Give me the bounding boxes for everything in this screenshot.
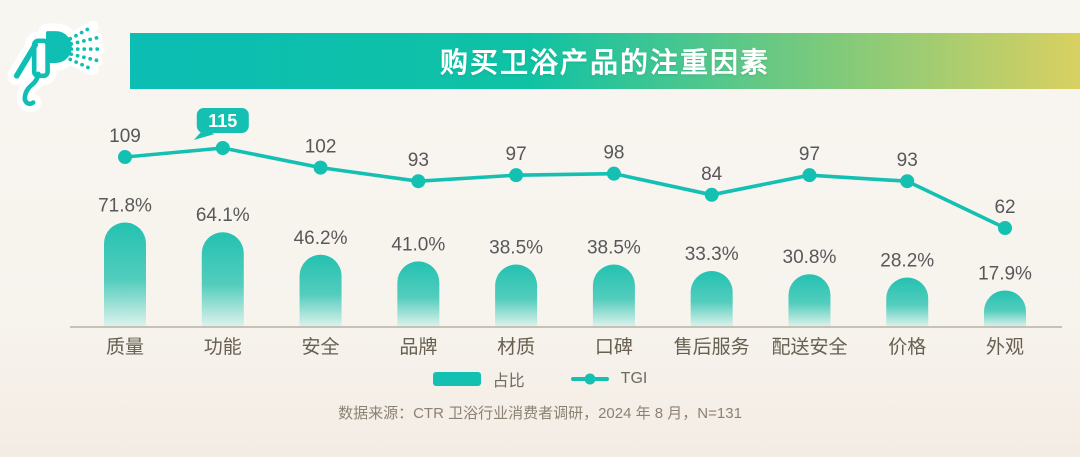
bar-4	[495, 264, 538, 327]
bar-value-label-9: 17.9%	[978, 263, 1032, 284]
tgi-point-2	[313, 160, 328, 175]
category-label-6: 售后服务	[674, 336, 750, 358]
bar-value-label-5: 38.5%	[587, 237, 641, 258]
bar-value-label-3: 41.0%	[391, 234, 445, 255]
tgi-point-5	[606, 166, 621, 181]
tgi-highlight-badge	[196, 108, 249, 133]
bar-9	[984, 290, 1027, 327]
tgi-value-label-6: 84	[701, 164, 723, 185]
line-series-label: TGI	[620, 370, 648, 387]
tgi-value-label-8: 93	[897, 150, 918, 171]
bar-1	[201, 232, 244, 327]
tgi-line	[124, 146, 1006, 230]
bar-series-swatch	[432, 372, 481, 386]
line-series-swatch	[570, 377, 609, 381]
tgi-value-label-3: 93	[408, 150, 429, 171]
bar-value-label-4: 38.5%	[489, 237, 543, 258]
tgi-value-label-4: 97	[506, 144, 527, 165]
chart-title: 购买卫浴产品的注重因素	[439, 47, 770, 78]
chart-legend: 占比 TGI	[0, 366, 1080, 392]
bar-8	[886, 277, 929, 327]
tgi-point-6	[704, 187, 719, 202]
tgi-value-label-7: 97	[799, 144, 820, 165]
bar-7	[788, 274, 831, 327]
bar-3	[397, 261, 440, 327]
bar-5	[592, 264, 635, 327]
bar-value-label-7: 30.8%	[783, 247, 837, 268]
category-label-2: 安全	[302, 336, 340, 358]
bar-0	[104, 222, 146, 327]
tgi-point-4	[509, 168, 524, 183]
category-label-9: 外观	[986, 336, 1024, 358]
tgi-point-8	[900, 174, 915, 189]
tgi-point-0	[118, 150, 132, 165]
bar-series-label: 占比	[492, 373, 525, 390]
tgi-point-3	[411, 174, 426, 189]
tgi-point-1	[215, 141, 230, 155]
data-source-note: 数据来源：CTR 卫浴行业消费者调研，2024 年 8 月，N=131	[338, 405, 742, 422]
category-label-8: 价格	[888, 336, 926, 358]
category-label-1: 功能	[204, 336, 242, 358]
tgi-value-label-2: 102	[305, 137, 337, 158]
legend-item-line: TGI	[570, 370, 648, 388]
category-label-0: 质量	[106, 336, 144, 358]
category-label-7: 配送安全	[771, 336, 847, 358]
bar-value-label-6: 33.3%	[685, 244, 739, 265]
tgi-highlight-value: 115	[208, 111, 237, 131]
bar-value-label-1: 64.1%	[196, 205, 250, 226]
tgi-value-label-0: 109	[109, 126, 141, 147]
bar-value-label-0: 71.8%	[98, 196, 152, 217]
bar-value-label-8: 28.2%	[880, 250, 934, 271]
category-label-3: 品牌	[399, 336, 437, 358]
tgi-point-7	[802, 168, 817, 183]
bar-value-label-2: 46.2%	[294, 228, 348, 249]
shower-sprayer-icon	[7, 20, 105, 112]
tgi-point-9	[998, 221, 1013, 236]
legend-item-bar: 占比	[432, 367, 525, 391]
tgi-value-label-9: 62	[994, 197, 1015, 218]
category-label-5: 口碑	[595, 336, 633, 358]
category-label-4: 材质	[497, 336, 535, 358]
combo-chart: 71.8% 64.1% 46.2% 41.0% 38.5% 38.5% 33.3% 30.8%…	[70, 108, 1062, 358]
tgi-value-label-5: 98	[603, 143, 624, 164]
bar-2	[299, 254, 342, 327]
title-banner: 购买卫浴产品的注重因素	[130, 33, 1080, 89]
bar-6	[690, 271, 733, 327]
